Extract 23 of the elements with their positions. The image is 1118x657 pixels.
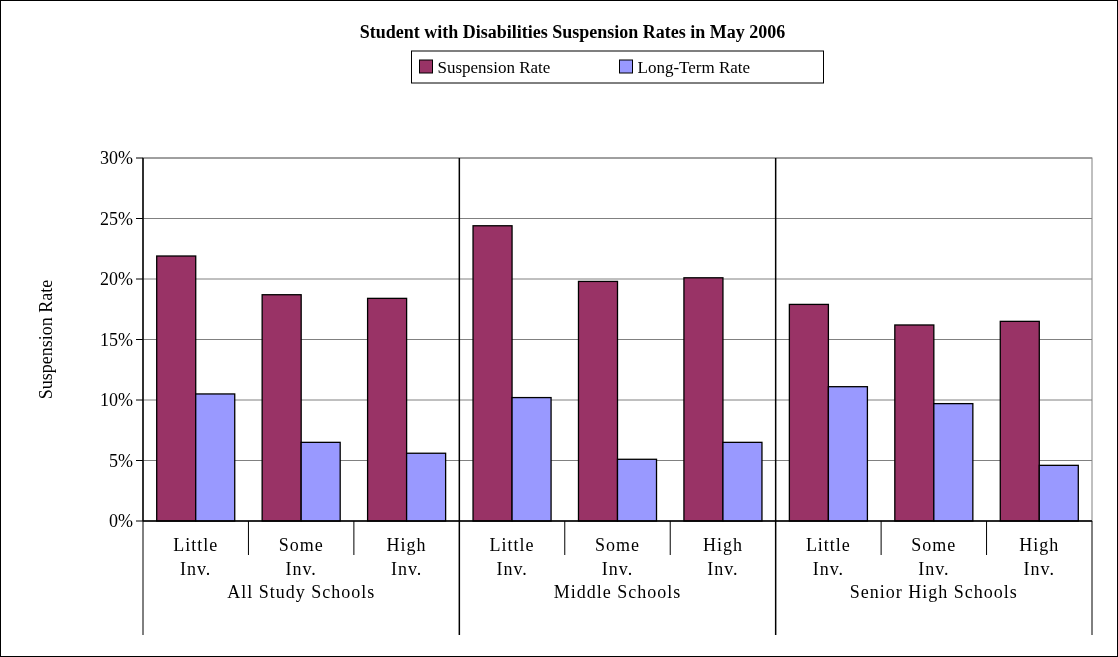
x-tick-label: High Inv. (702, 535, 743, 579)
x-tick-label: Little Inv. (173, 535, 219, 579)
y-tick-label: 5% (109, 450, 133, 471)
y-tick-label: 20% (100, 269, 133, 289)
y-tick-label: 30% (100, 148, 133, 168)
text: Senior High Schools (849, 582, 1018, 602)
x-tick-label: Little Inv. (805, 535, 851, 579)
text: Middle Schools (553, 582, 682, 602)
legend-label: Suspension Rate (437, 58, 551, 77)
x-tick-label: High Inv. (1019, 535, 1060, 579)
x-tick-label: High Inv. (386, 535, 427, 579)
x-tick-label: Some Inv. (911, 535, 957, 579)
y-tick-label: 15% (100, 329, 133, 350)
chart-title: Student with Disabilities Suspension Rates in May 2006 (359, 22, 786, 42)
text: All Study Schools (227, 582, 376, 602)
x-tick-label: Some Inv. (278, 535, 324, 579)
x-tick-label: Some Inv. (594, 535, 641, 579)
y-axis-title: Suspension Rate (36, 279, 56, 400)
y-tick-label: 0% (109, 511, 133, 531)
legend-label: Long-Term Rate (637, 58, 751, 77)
y-tick-label: 10% (100, 390, 133, 410)
x-tick-label: Little Inv. (489, 535, 535, 579)
y-tick-label: 25% (100, 208, 133, 229)
